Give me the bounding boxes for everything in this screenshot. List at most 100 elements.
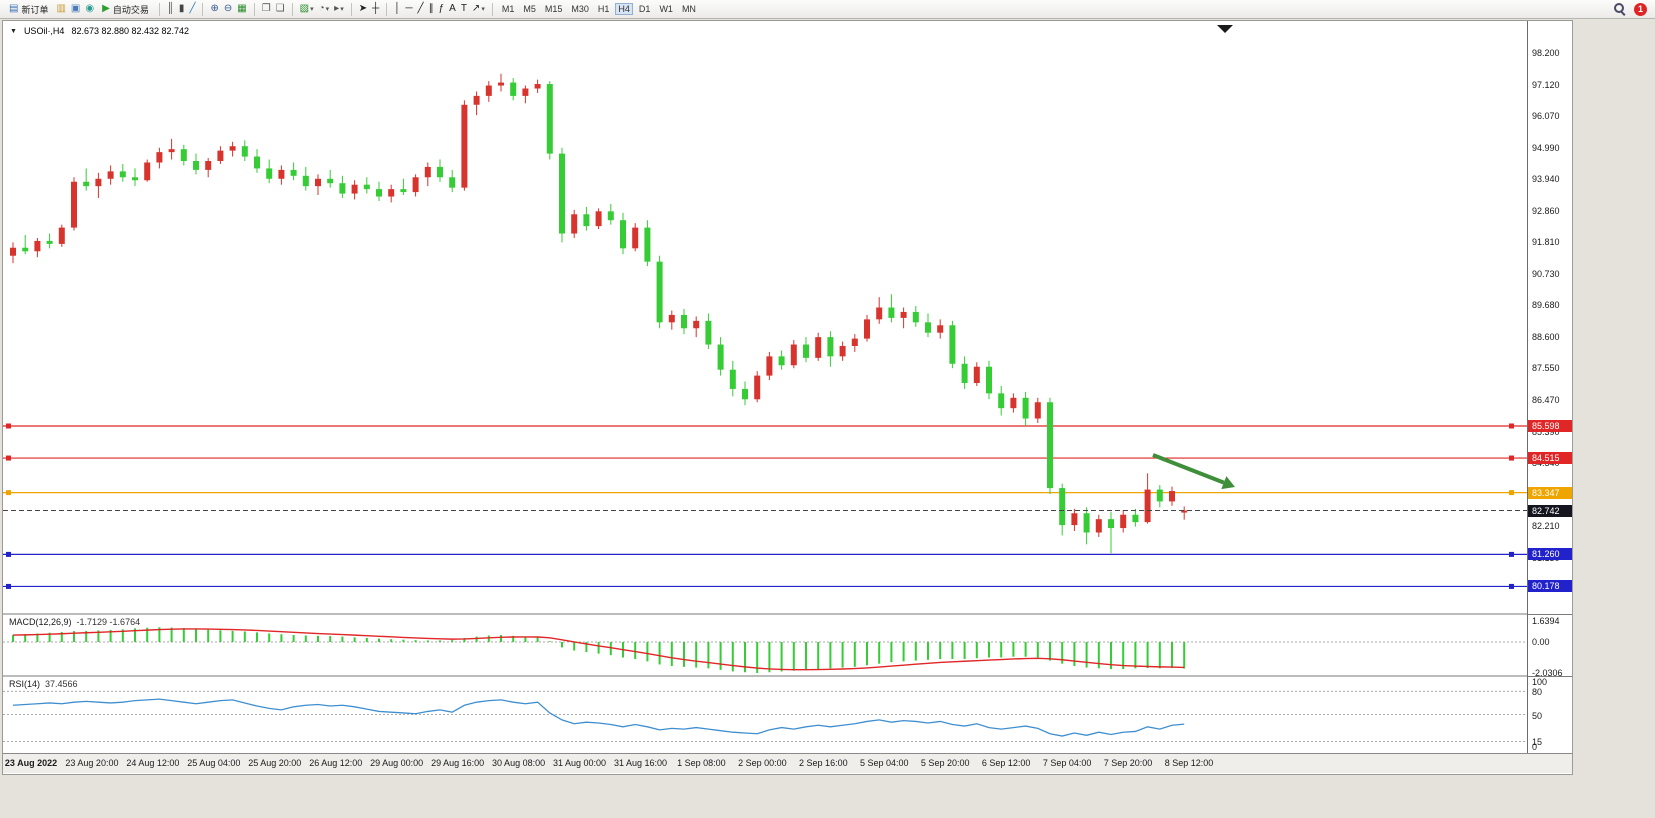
timeframe-h4-button[interactable]: H4 (615, 3, 633, 15)
timeframe-h1-button[interactable]: H1 (597, 4, 610, 14)
grid-icon-glyph: ▦ (237, 3, 247, 14)
zoom-out-icon[interactable]: ⊖ (222, 2, 234, 16)
cascade-windows-icon[interactable]: ❏ (274, 2, 287, 16)
new-chart-icon-dropdown[interactable]: ▾ (310, 6, 314, 13)
chart-window: 98.200 97.120 96.070 94.990 93.940 92.860 91.8… (2, 20, 1573, 775)
time-axis[interactable]: 23 Aug 2022 23 Aug 20:00 24 Aug 12:00 25 Au… (3, 753, 1572, 773)
grid-icon[interactable]: ▦ (235, 2, 248, 16)
toolbar-separator (386, 2, 388, 16)
trendline-icon[interactable]: ╱ (416, 2, 426, 16)
hline-85.598[interactable] (3, 423, 1527, 429)
timeframe-m15-button[interactable]: M15 (544, 4, 563, 14)
hline-81.260[interactable] (3, 551, 1527, 557)
price-badge-84.515: 84.515 (1528, 452, 1572, 465)
vertical-line-icon-glyph: │ (394, 3, 401, 14)
zoom-in-icon-glyph: ⊕ (210, 3, 219, 14)
rsi-axis-label: 15 (1532, 737, 1543, 748)
arrows-objects-icon-glyph: ↗ (471, 3, 481, 14)
autoscroll-icon-dropdown[interactable]: ▾ (325, 6, 330, 13)
timeframe-m5-button[interactable]: M5 (523, 4, 536, 14)
text-icon[interactable]: A (447, 2, 458, 16)
arrows-objects-icon[interactable]: ↗ ▾ (470, 2, 487, 16)
macd-label: MACD(12,26,9) -1.7129 -1.6764 (9, 617, 141, 627)
price-axis-label: 98.200 (1532, 47, 1560, 58)
notification-badge[interactable]: 1 (1634, 2, 1647, 16)
candlestick-chart-icon[interactable]: ▮ (177, 2, 187, 16)
time-axis-label: 2 Sep 00:00 (738, 758, 787, 768)
time-axis-label: 2 Sep 16:00 (799, 758, 848, 768)
hline-83.347[interactable] (3, 490, 1527, 496)
toolbar-separator (491, 2, 493, 16)
time-axis-label: 25 Aug 04:00 (187, 758, 241, 768)
price-axis-label: 92.860 (1532, 206, 1560, 217)
time-axis-label: 26 Aug 12:00 (309, 758, 363, 768)
toolbar-separator (291, 2, 293, 16)
price-axis-label: 88.600 (1532, 332, 1560, 343)
autoscroll-icon-glyph: ◔ (318, 3, 325, 14)
price-axis-label: 82.210 (1532, 521, 1560, 532)
autotrading-button-glyph: ▶ (102, 3, 110, 14)
tile-windows-icon-glyph: ❐ (261, 3, 271, 14)
time-axis-label: 24 Aug 12:00 (126, 758, 180, 768)
chart-shift-icon[interactable]: ▸ ▾ (332, 2, 346, 16)
rsi-value: 37.4566 (45, 679, 78, 689)
text-label-icon-glyph: T (460, 3, 467, 14)
chart-canvas[interactable] (3, 21, 1527, 753)
arrow-annotation[interactable] (1152, 453, 1235, 490)
one-click-collapse-icon[interactable]: ▼ (10, 27, 17, 35)
new-chart-icon-glyph: ▧ (299, 3, 310, 14)
crosshair-icon[interactable]: ┼ (370, 2, 381, 16)
bar-chart-icon[interactable]: ║ (165, 2, 176, 16)
cursor-icon-glyph: ➤ (358, 3, 368, 14)
tile-windows-icon[interactable]: ❐ (260, 2, 273, 16)
text-label-icon[interactable]: T (459, 2, 469, 16)
price-axis-label: 91.810 (1532, 237, 1560, 248)
charts-folder-icon[interactable]: ▥ (54, 2, 67, 16)
timeframe-mn-button[interactable]: MN (681, 4, 696, 14)
time-axis-label: 30 Aug 08:00 (492, 758, 546, 768)
market-depth-icon[interactable]: ◉ (83, 2, 96, 16)
equidistant-channel-icon[interactable]: ∥ (427, 2, 436, 16)
time-axis-label: 1 Sep 08:00 (677, 758, 726, 768)
toolbar-separator (158, 2, 160, 16)
hline-84.515[interactable] (3, 455, 1527, 461)
chart-shift-icon-dropdown[interactable]: ▾ (340, 6, 344, 13)
zoom-in-icon[interactable]: ⊕ (208, 2, 220, 16)
macd-name: MACD(12,26,9) (9, 617, 72, 627)
price-axis-label: 97.120 (1532, 79, 1560, 90)
horizontal-line-icon-glyph: ─ (405, 3, 413, 14)
rsi-name: RSI(14) (9, 679, 41, 689)
price-badge-85.598: 85.598 (1528, 419, 1572, 432)
profile-icon[interactable]: ▣ (69, 2, 82, 16)
fibonacci-icon[interactable]: ƒ (437, 2, 447, 16)
equidistant-channel-icon-glyph: ∥ (428, 3, 434, 14)
horizontal-line-icon[interactable]: ─ (403, 2, 414, 16)
chart-shift-marker[interactable] (1217, 25, 1233, 33)
timeframe-w1-button[interactable]: W1 (659, 4, 673, 14)
autotrading-button-label: 自动交易 (112, 4, 149, 15)
arrows-objects-icon-dropdown[interactable]: ▾ (481, 6, 485, 13)
chart-shift-icon-glyph: ▸ (334, 3, 340, 14)
new-order-button-label: 新订单 (21, 4, 49, 15)
time-axis-label: 5 Sep 20:00 (920, 758, 970, 768)
time-axis-label: 7 Sep 20:00 (1103, 758, 1153, 768)
vertical-line-icon[interactable]: │ (392, 2, 402, 16)
timeframe-m1-button[interactable]: M1 (501, 4, 515, 14)
hline-80.178[interactable] (3, 583, 1527, 589)
new-order-button[interactable]: ▤ 新订单 (4, 1, 53, 18)
autotrading-button[interactable]: ▶ 自动交易 (97, 1, 154, 18)
toolbar-separator (202, 2, 204, 16)
cursor-icon[interactable]: ➤ (357, 2, 369, 16)
time-axis-label: 31 Aug 16:00 (613, 758, 667, 768)
timeframe-d1-button[interactable]: D1 (638, 4, 651, 14)
price-axis[interactable]: 98.200 97.120 96.070 94.990 93.940 92.860 91.8… (1527, 21, 1572, 753)
new-chart-icon[interactable]: ▧ ▾ (298, 2, 316, 16)
macd-axis-label: 1.6394 (1532, 616, 1560, 626)
candles[interactable] (10, 73, 1188, 554)
autoscroll-icon[interactable]: ◔ ▾ (317, 2, 332, 16)
axis-pane-separator (1528, 676, 1572, 677)
ohlc-readout: 82.673 82.880 82.432 82.742 (71, 26, 190, 36)
timeframe-m30-button[interactable]: M30 (571, 4, 589, 14)
line-chart-icon[interactable]: ╱ (187, 2, 197, 16)
search-icon[interactable] (1614, 3, 1626, 15)
